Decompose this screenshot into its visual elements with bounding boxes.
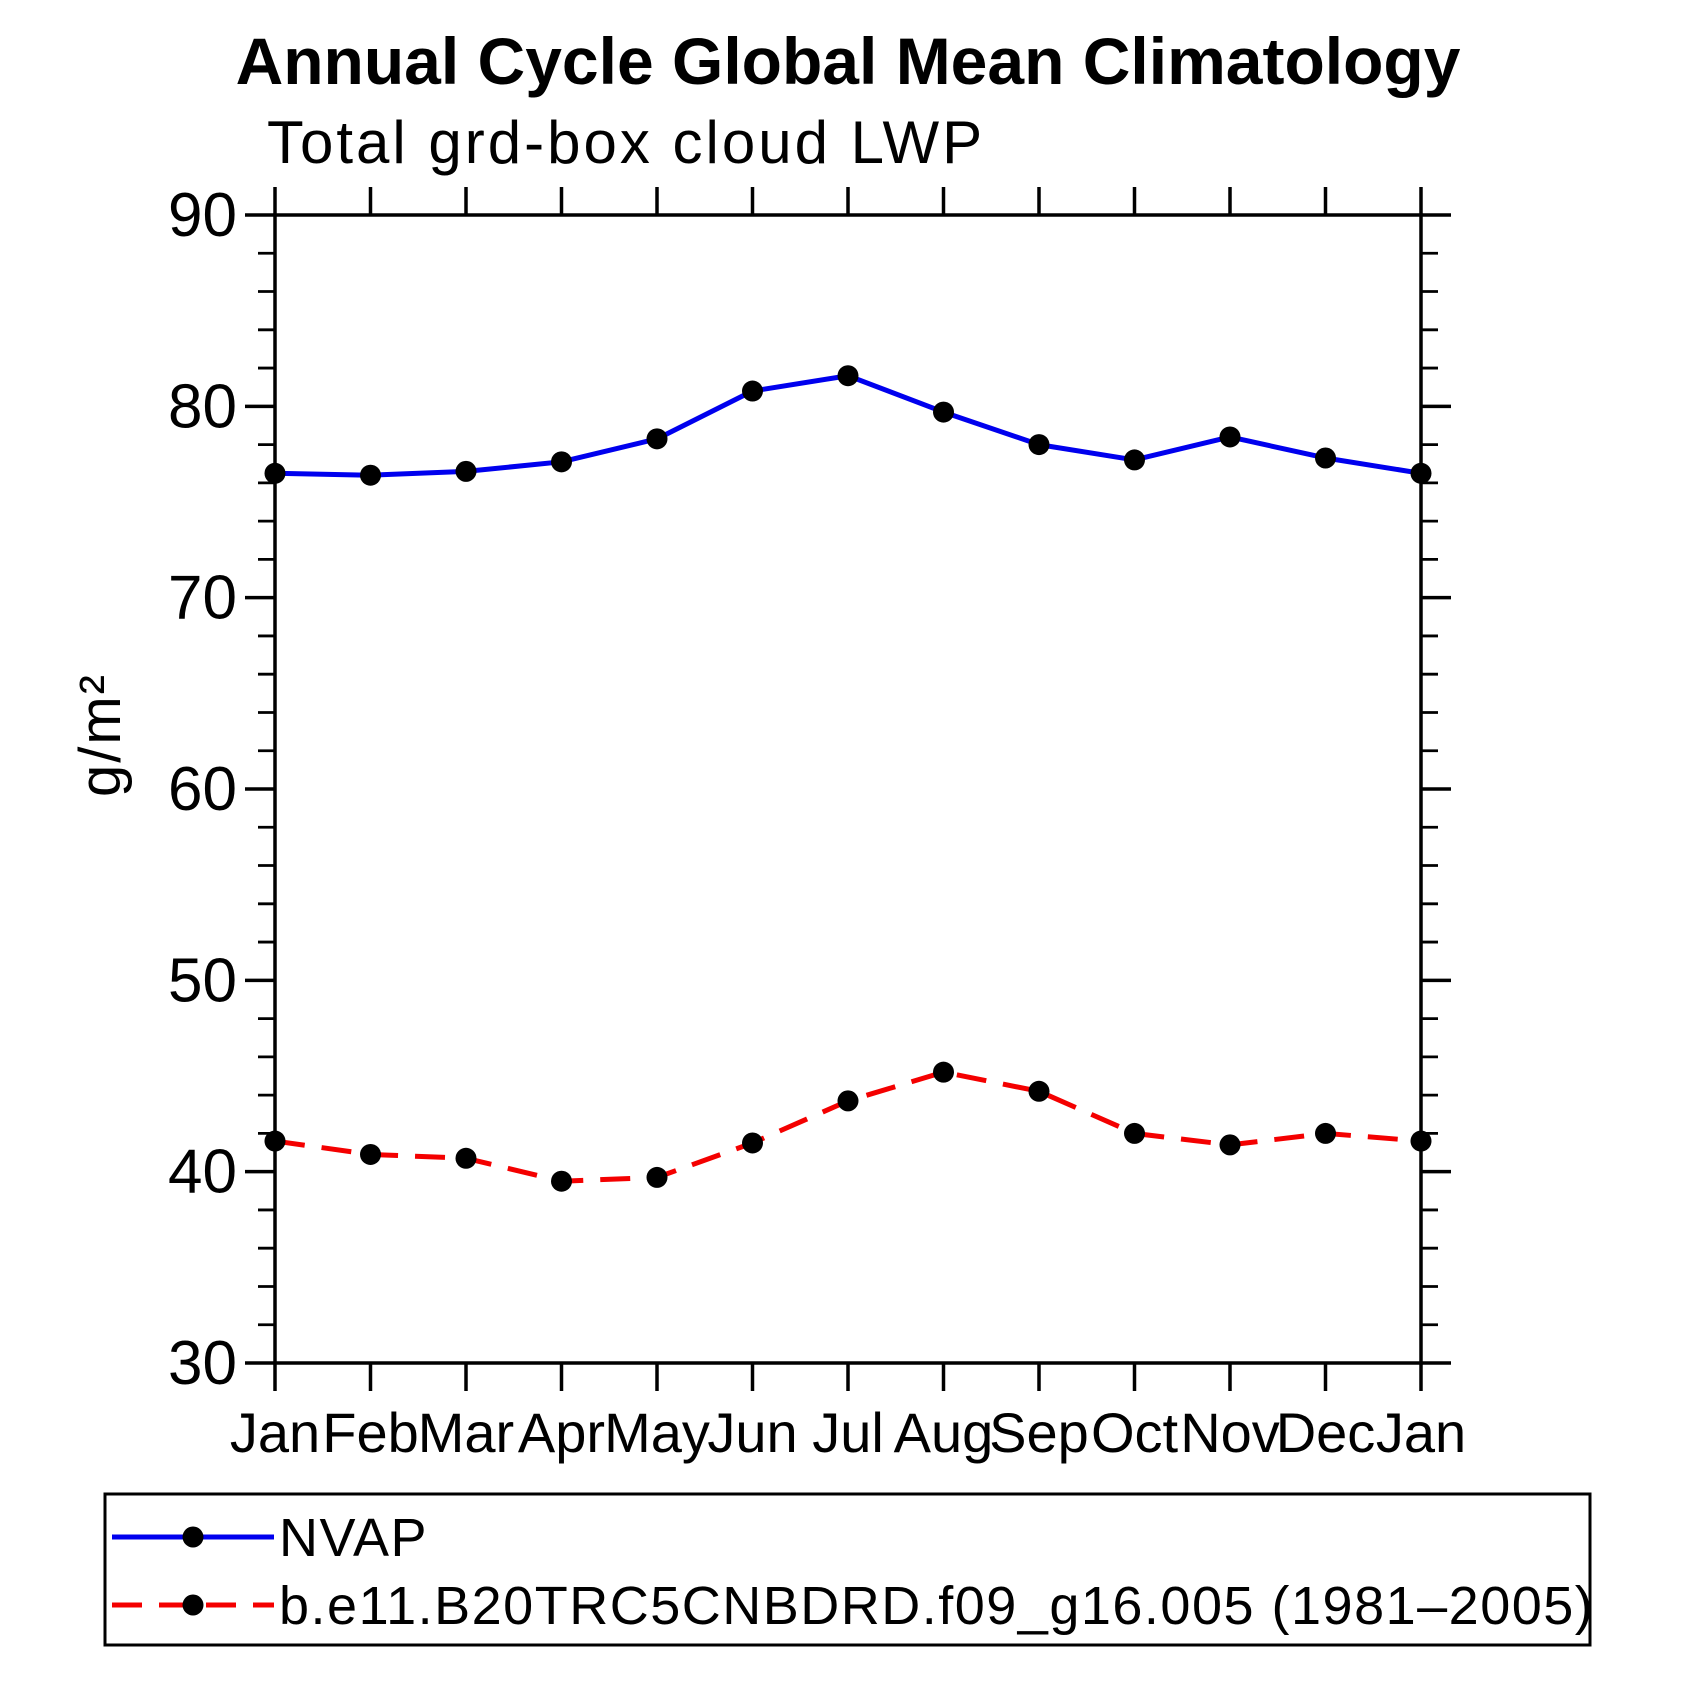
y-tick-label: 70 [168, 564, 237, 633]
data-point [933, 401, 954, 423]
x-tick-label: Jul [812, 1401, 884, 1464]
y-tick-labels: 30 40 50 60 70 80 90 [168, 181, 237, 1398]
y-tick-label: 30 [168, 1329, 237, 1398]
data-point [837, 1090, 859, 1112]
data-point [1315, 447, 1336, 469]
x-tick-label: Sep [989, 1401, 1089, 1464]
x-tick-label: Oct [1091, 1401, 1179, 1464]
series-line-1 [274, 1069, 1422, 1184]
legend-label-model: b.e11.B20TRC5CNBDRD.f09_g16.005 (1981–20… [279, 1576, 1594, 1636]
data-point [360, 1143, 381, 1165]
data-point [1219, 426, 1241, 448]
legend-marker-dot [182, 1526, 204, 1548]
x-tick-label: Feb [322, 1401, 419, 1464]
x-tick-label: May [604, 1401, 710, 1464]
data-point [646, 428, 668, 450]
data-series [264, 365, 1432, 1192]
x-tick-label: Jan [230, 1401, 320, 1464]
data-point [455, 460, 477, 482]
data-point [742, 1132, 763, 1154]
x-tick-label: Jan [1376, 1401, 1466, 1464]
legend-entry-model: b.e11.B20TRC5CNBDRD.f09_g16.005 (1981–20… [112, 1576, 1594, 1636]
chart-subtitle: Total grd-box cloud LWP [267, 109, 985, 176]
legend-entry-nvap: NVAP [112, 1508, 428, 1568]
data-point [1124, 449, 1145, 471]
x-tick-label: Nov [1180, 1401, 1280, 1464]
series-line-0 [274, 373, 1422, 478]
data-point [742, 380, 763, 402]
legend: NVAP b.e11.B20TRC5CNBDRD.f09_g16.005 (19… [103, 1492, 1594, 1647]
data-point [1124, 1122, 1145, 1144]
data-point [455, 1147, 477, 1169]
y-tick-label: 50 [168, 946, 237, 1015]
data-point [360, 464, 381, 486]
y-tick-label: 90 [168, 181, 237, 250]
y-tick-label: 60 [168, 755, 237, 824]
data-point [1219, 1134, 1241, 1156]
y-axis-label: g/m² [68, 673, 133, 797]
data-point [1028, 434, 1050, 456]
plot-frame [273, 213, 1423, 1365]
data-point [1028, 1080, 1050, 1102]
data-point [551, 451, 572, 473]
x-tick-label: Apr [518, 1401, 605, 1464]
legend-label-nvap: NVAP [279, 1508, 428, 1568]
data-point [933, 1061, 954, 1083]
data-point [551, 1170, 572, 1192]
chart-title: Annual Cycle Global Mean Climatology [236, 24, 1461, 98]
y-tick-label: 80 [168, 372, 237, 441]
legend-marker-dot [182, 1594, 204, 1616]
x-tick-label: Aug [894, 1401, 994, 1464]
legend-box [103, 1492, 1592, 1647]
data-point [646, 1166, 668, 1188]
y-tick-label: 40 [168, 1138, 237, 1207]
data-point [1315, 1122, 1336, 1144]
data-point [837, 365, 859, 387]
x-tick-label: Mar [418, 1401, 514, 1464]
x-tick-label: Jun [707, 1401, 797, 1464]
x-tick-label: Dec [1276, 1401, 1376, 1464]
